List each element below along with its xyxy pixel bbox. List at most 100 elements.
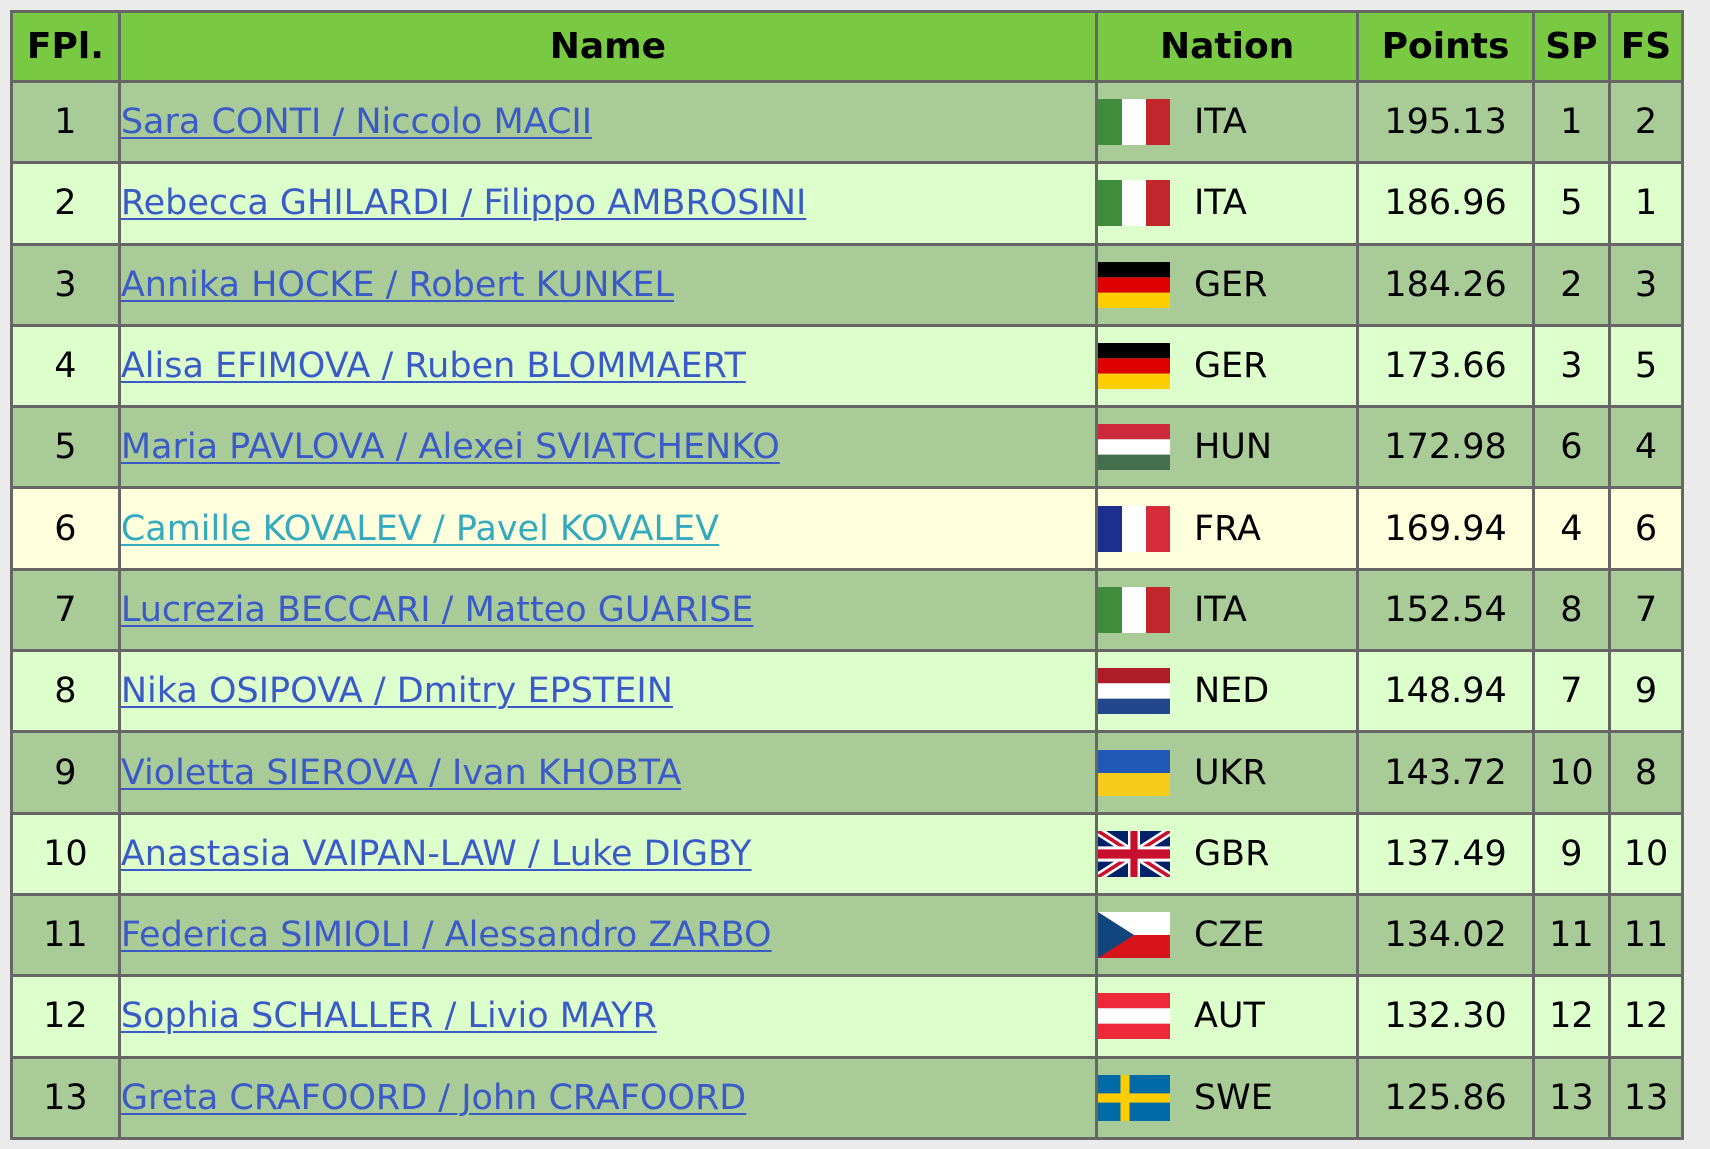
- points-cell: 143.72: [1356, 730, 1535, 815]
- points-cell: 195.13: [1356, 79, 1535, 165]
- fs-cell: 4: [1607, 405, 1685, 490]
- nation-cell: AUT: [1094, 974, 1360, 1059]
- table-row: 1 Sara CONTI / Niccolo MACII ITA 195.13 1 2: [10, 79, 1685, 165]
- nation-code: FRA: [1193, 508, 1261, 549]
- header-name: Name: [117, 10, 1098, 83]
- flag-netherlands-icon: [1099, 668, 1170, 715]
- nation-cell: NED: [1094, 649, 1360, 734]
- skater-pair-link[interactable]: Sara CONTI / Niccolo MACII: [120, 102, 593, 143]
- points-cell: 169.94: [1356, 486, 1535, 571]
- flag-czech-icon: [1099, 912, 1170, 959]
- fs-cell: 2: [1607, 79, 1685, 165]
- table-row: 7 Lucrezia BECCARI / Matteo GUARISE ITA 152…: [10, 567, 1685, 653]
- skater-pair-link[interactable]: Alisa EFIMOVA / Ruben BLOMMAERT: [120, 346, 746, 387]
- sp-cell: 3: [1531, 323, 1611, 409]
- table-row: 3 Annika HOCKE / Robert KUNKEL GER 184.26 2 3: [10, 242, 1685, 327]
- table-row: 13 Greta CRAFOORD / John CRAFOORD SWE 125.8…: [10, 1055, 1685, 1141]
- skater-pair-link[interactable]: Maria PAVLOVA / Alexei SVIATCHENKO: [120, 427, 780, 468]
- table-row: 4 Alisa EFIMOVA / Ruben BLOMMAERT GER 173.6…: [10, 323, 1685, 409]
- skater-pair-link[interactable]: Federica SIMIOLI / Alessandro ZARBO: [120, 915, 772, 956]
- skater-pair-link[interactable]: Nika OSIPOVA / Dmitry EPSTEIN: [120, 671, 673, 712]
- results-table-container: FPl. Name Nation Points SP FS 1 Sara CONT…: [10, 10, 1685, 1141]
- nation-cell: GBR: [1094, 811, 1360, 896]
- name-cell: Maria PAVLOVA / Alexei SVIATCHENKO: [117, 405, 1098, 490]
- name-cell: Federica SIMIOLI / Alessandro ZARBO: [117, 892, 1098, 978]
- name-cell: Lucrezia BECCARI / Matteo GUARISE: [117, 567, 1098, 653]
- sp-cell: 2: [1531, 242, 1611, 327]
- header-row: FPl. Name Nation Points SP FS: [10, 10, 1685, 83]
- flag-hungary-icon: [1099, 424, 1170, 471]
- sp-cell: 8: [1531, 567, 1611, 653]
- nation-code: NED: [1193, 671, 1270, 712]
- points-cell: 172.98: [1356, 405, 1535, 490]
- points-cell: 137.49: [1356, 811, 1535, 896]
- fs-cell: 6: [1607, 486, 1685, 571]
- rank-cell: 8: [10, 649, 121, 734]
- name-cell: Sophia SCHALLER / Livio MAYR: [117, 974, 1098, 1059]
- nation-code: ITA: [1193, 102, 1247, 143]
- header-points: Points: [1356, 10, 1535, 83]
- flag-italy-icon: [1099, 99, 1170, 146]
- header-sp: SP: [1531, 10, 1611, 83]
- rank-cell: 2: [10, 161, 121, 246]
- skater-pair-link[interactable]: Anastasia VAIPAN-LAW / Luke DIGBY: [120, 833, 752, 874]
- nation-code: AUT: [1193, 996, 1265, 1037]
- fs-cell: 1: [1607, 161, 1685, 246]
- table-row: 12 Sophia SCHALLER / Livio MAYR AUT 132.30 1…: [10, 974, 1685, 1059]
- header-nation: Nation: [1094, 10, 1360, 83]
- nation-cell: GER: [1094, 242, 1360, 327]
- name-cell: Greta CRAFOORD / John CRAFOORD: [117, 1055, 1098, 1141]
- skater-pair-link[interactable]: Violetta SIEROVA / Ivan KHOBTA: [120, 752, 682, 793]
- rank-cell: 5: [10, 405, 121, 490]
- flag-france-icon: [1099, 505, 1170, 552]
- table-row: 2 Rebecca GHILARDI / Filippo AMBROSINI ITA…: [10, 161, 1685, 246]
- table-row: 8 Nika OSIPOVA / Dmitry EPSTEIN NED 148.94 7…: [10, 649, 1685, 734]
- rank-cell: 11: [10, 892, 121, 978]
- flag-uk-icon: [1099, 830, 1170, 877]
- name-cell: Anastasia VAIPAN-LAW / Luke DIGBY: [117, 811, 1098, 896]
- name-cell: Nika OSIPOVA / Dmitry EPSTEIN: [117, 649, 1098, 734]
- nation-code: CZE: [1193, 915, 1265, 956]
- nation-cell: HUN: [1094, 405, 1360, 490]
- nation-cell: UKR: [1094, 730, 1360, 815]
- flag-germany-icon: [1099, 343, 1170, 390]
- skater-pair-link[interactable]: Sophia SCHALLER / Livio MAYR: [120, 996, 657, 1037]
- fs-cell: 8: [1607, 730, 1685, 815]
- skater-pair-link[interactable]: Lucrezia BECCARI / Matteo GUARISE: [120, 589, 754, 630]
- points-cell: 173.66: [1356, 323, 1535, 409]
- rank-cell: 7: [10, 567, 121, 653]
- nation-code: UKR: [1193, 752, 1267, 793]
- table-row: 10 Anastasia VAIPAN-LAW / Luke DIGBY GBR 13…: [10, 811, 1685, 896]
- fs-cell: 5: [1607, 323, 1685, 409]
- sp-cell: 9: [1531, 811, 1611, 896]
- sp-cell: 4: [1531, 486, 1611, 571]
- rank-cell: 13: [10, 1055, 121, 1141]
- fs-cell: 10: [1607, 811, 1685, 896]
- nation-cell: CZE: [1094, 892, 1360, 978]
- skater-pair-link[interactable]: Annika HOCKE / Robert KUNKEL: [120, 264, 675, 305]
- flag-germany-icon: [1099, 261, 1170, 308]
- nation-code: GBR: [1193, 833, 1270, 874]
- rank-cell: 4: [10, 323, 121, 409]
- skater-pair-link[interactable]: Camille KOVALEV / Pavel KOVALEV: [120, 508, 720, 549]
- points-cell: 148.94: [1356, 649, 1535, 734]
- table-row: 11 Federica SIMIOLI / Alessandro ZARBO CZE…: [10, 892, 1685, 978]
- sp-cell: 6: [1531, 405, 1611, 490]
- nation-code: ITA: [1193, 183, 1247, 224]
- rank-cell: 10: [10, 811, 121, 896]
- nation-cell: ITA: [1094, 79, 1360, 165]
- flag-italy-icon: [1099, 586, 1170, 633]
- skater-pair-link[interactable]: Rebecca GHILARDI / Filippo AMBROSINI: [120, 183, 807, 224]
- sp-cell: 11: [1531, 892, 1611, 978]
- skater-pair-link[interactable]: Greta CRAFOORD / John CRAFOORD: [120, 1077, 747, 1118]
- nation-code: SWE: [1193, 1077, 1273, 1118]
- rank-cell: 3: [10, 242, 121, 327]
- header-rank: FPl.: [10, 10, 121, 83]
- fs-cell: 12: [1607, 974, 1685, 1059]
- nation-code: GER: [1193, 264, 1268, 305]
- rank-cell: 12: [10, 974, 121, 1059]
- name-cell: Alisa EFIMOVA / Ruben BLOMMAERT: [117, 323, 1098, 409]
- fs-cell: 3: [1607, 242, 1685, 327]
- sp-cell: 10: [1531, 730, 1611, 815]
- sp-cell: 7: [1531, 649, 1611, 734]
